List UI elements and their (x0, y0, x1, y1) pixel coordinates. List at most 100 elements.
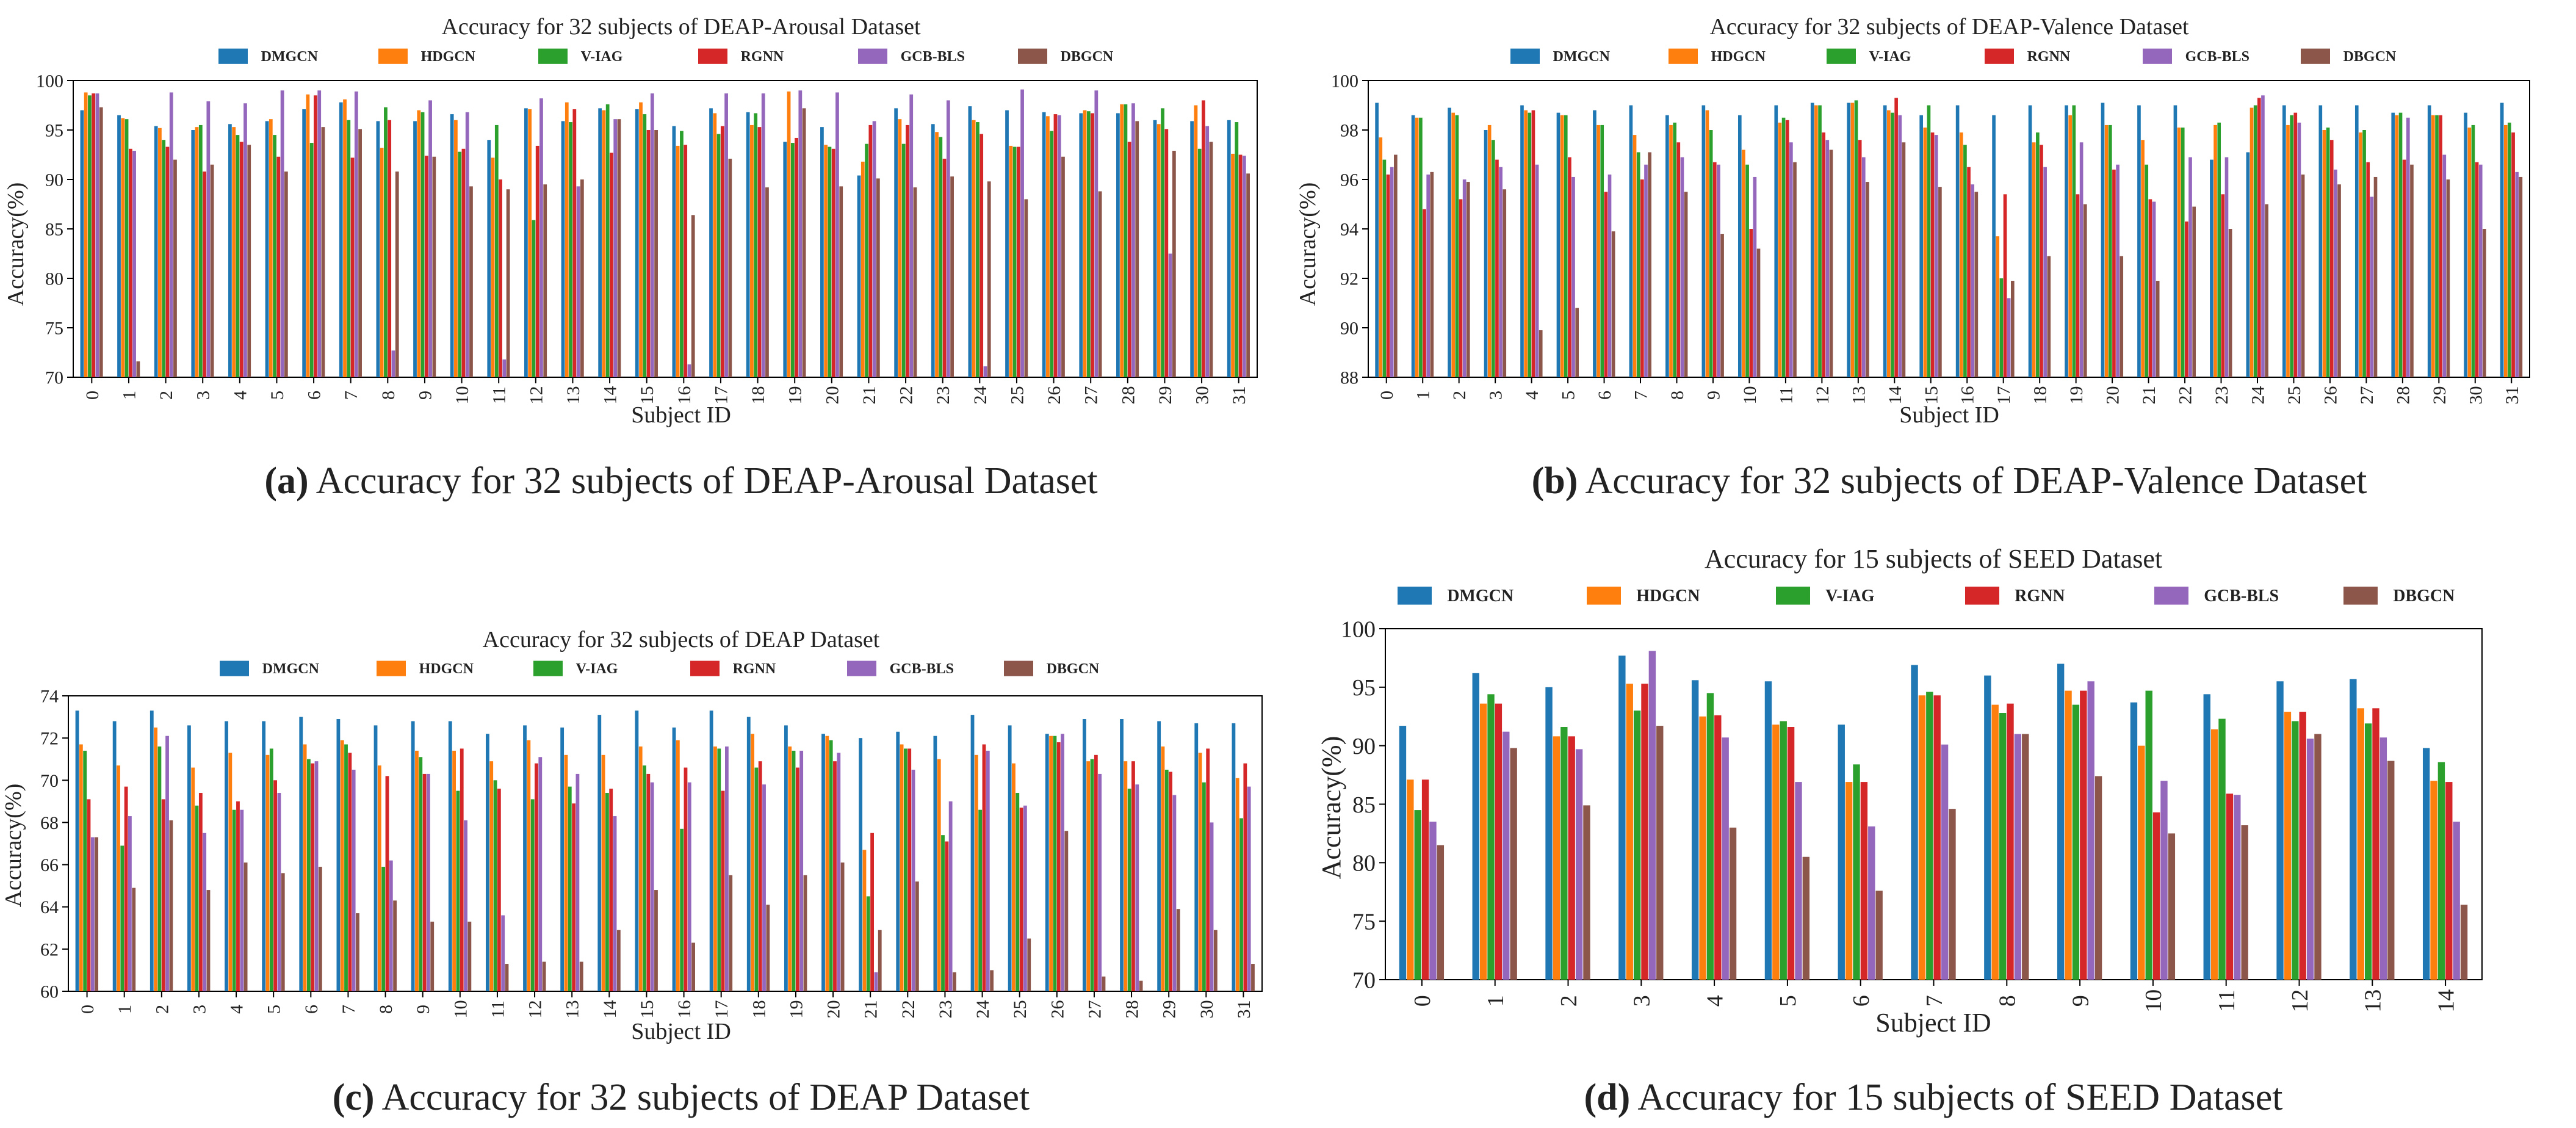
bar-v-iag-subject-27 (2362, 130, 2366, 377)
bar-gcb-bls-subject-9 (1717, 164, 1720, 377)
bar-hdgcn-subject-14 (2430, 781, 2437, 980)
bar-rgnn-subject-29 (1169, 772, 1172, 991)
x-tick-label: 8 (1995, 995, 2021, 1007)
bar-v-iag-subject-3 (1633, 710, 1641, 980)
bar-dbgcn-subject-12 (542, 961, 546, 991)
bar-v-iag-subject-10 (1745, 164, 1749, 377)
x-tick-label: 15 (637, 1000, 657, 1019)
x-tick-label: 3 (193, 391, 214, 400)
bar-dbgcn-subject-7 (358, 129, 362, 377)
y-axis-label-a: Accuracy(%) (3, 183, 29, 306)
bar-dmgcn-subject-4 (228, 124, 232, 377)
bar-dmgcn-subject-24 (2246, 152, 2250, 377)
x-tick-label: 23 (936, 1000, 956, 1019)
bar-dbgcn-subject-19 (2083, 204, 2087, 377)
bar-dbgcn-subject-16 (691, 942, 695, 991)
bar-hdgcn-subject-3 (195, 127, 199, 377)
legend-swatch-hdgcn (1587, 587, 1621, 605)
bar-dmgcn-subject-8 (373, 725, 378, 991)
bar-gcb-bls-subject-22 (911, 770, 915, 991)
x-tick-label: 21 (859, 386, 879, 405)
bar-rgnn-subject-5 (1787, 727, 1795, 980)
x-tick-label: 10 (1740, 386, 1760, 405)
y-tick-label: 75 (1352, 909, 1376, 935)
bar-hdgcn-subject-13 (565, 102, 569, 377)
bar-v-iag-subject-0 (1382, 159, 1387, 377)
bar-hdgcn-subject-10 (452, 750, 456, 991)
bar-gcb-bls-subject-9 (427, 773, 430, 991)
bar-rgnn-subject-7 (1640, 179, 1644, 377)
bar-rgnn-subject-7 (348, 753, 352, 991)
bar-v-iag-subject-25 (1016, 793, 1020, 991)
bar-dbgcn-subject-11 (505, 964, 509, 991)
x-tick-label: 11 (1776, 386, 1796, 404)
bar-dbgcn-subject-29 (2446, 179, 2450, 377)
bar-v-iag-subject-21 (865, 143, 868, 377)
bar-hdgcn-subject-11 (489, 761, 494, 991)
x-tick-label: 16 (674, 1000, 695, 1019)
bar-dbgcn-subject-27 (1098, 191, 1102, 377)
legend-label-hdgcn: HDGCN (419, 661, 474, 677)
bar-dbgcn-subject-0 (1437, 845, 1445, 980)
bar-dbgcn-subject-8 (2022, 734, 2029, 980)
bar-v-iag-subject-17 (716, 134, 721, 378)
bar-rgnn-subject-4 (1714, 715, 1722, 980)
bar-hdgcn-subject-20 (2104, 125, 2109, 377)
y-tick-label: 85 (1352, 792, 1376, 818)
bar-hdgcn-subject-29 (2431, 115, 2435, 377)
bar-v-iag-subject-5 (1780, 721, 1787, 980)
bar-gcb-bls-subject-27 (1098, 773, 1102, 991)
bar-dmgcn-subject-10 (1737, 115, 1742, 377)
bar-v-iag-subject-11 (494, 125, 499, 377)
bar-dbgcn-subject-2 (1466, 182, 1470, 377)
bar-gcb-bls-subject-28 (1135, 784, 1139, 991)
bar-gcb-bls-subject-8 (1680, 157, 1684, 377)
bar-rgnn-subject-30 (2475, 162, 2479, 377)
y-tick-label: 95 (45, 121, 63, 141)
bar-dbgcn-subject-1 (1430, 172, 1434, 377)
bar-dmgcn-subject-1 (112, 721, 117, 991)
bar-dmgcn-subject-1 (1411, 115, 1415, 377)
bar-dmgcn-subject-14 (597, 715, 602, 991)
bar-hdgcn-subject-8 (1669, 125, 1673, 377)
bar-hdgcn-subject-14 (1887, 110, 1891, 377)
caption-label-a: (a) (264, 460, 308, 502)
bar-dmgcn-subject-9 (2057, 663, 2065, 980)
bar-gcb-bls-subject-31 (2515, 172, 2519, 377)
bar-dmgcn-subject-5 (262, 721, 266, 991)
bar-hdgcn-subject-17 (1996, 236, 2000, 377)
bar-dbgcn-subject-5 (284, 172, 288, 377)
bar-hdgcn-subject-24 (972, 120, 976, 378)
bar-v-iag-subject-24 (2253, 105, 2257, 377)
bar-gcb-bls-subject-27 (2370, 197, 2374, 377)
x-tick-label: 25 (1007, 386, 1027, 405)
bar-v-iag-subject-4 (1706, 693, 1714, 980)
y-tick-label: 70 (40, 771, 59, 791)
x-tick-label: 3 (1629, 995, 1655, 1007)
legend-swatch-hdgcn (378, 48, 408, 64)
legend-swatch-gcb-bls (2154, 587, 2188, 605)
bar-dbgcn-subject-28 (2410, 164, 2414, 377)
bar-dmgcn-subject-5 (1556, 112, 1560, 377)
bar-dmgcn-subject-12 (2276, 681, 2284, 980)
x-tick-label: 20 (822, 386, 842, 405)
x-tick-label: 23 (933, 386, 953, 405)
bar-dbgcn-subject-22 (915, 881, 919, 991)
bar-gcb-bls-subject-20 (835, 92, 839, 377)
bar-dmgcn-subject-15 (635, 109, 639, 378)
bar-gcb-bls-subject-1 (1426, 174, 1430, 377)
legend-d: DMGCN HDGCN V-IAG RGNN GCB-BLS DBGCN (1398, 587, 2455, 606)
x-tick-label: 5 (267, 391, 287, 400)
x-tick-label: 19 (786, 1000, 806, 1019)
chart-title-d: Accuracy for 15 subjects of SEED Dataset (1705, 544, 2162, 574)
bar-dbgcn-subject-23 (2228, 229, 2232, 377)
bar-gcb-bls-subject-8 (391, 350, 395, 377)
bar-v-iag-subject-18 (754, 767, 759, 991)
legend-swatch-dbgcn (2343, 587, 2378, 605)
bar-v-iag-subject-7 (347, 120, 351, 378)
x-tick-label: 14 (1885, 386, 1905, 405)
bar-gcb-bls-subject-3 (206, 101, 211, 377)
y-tick-label: 90 (45, 170, 63, 190)
